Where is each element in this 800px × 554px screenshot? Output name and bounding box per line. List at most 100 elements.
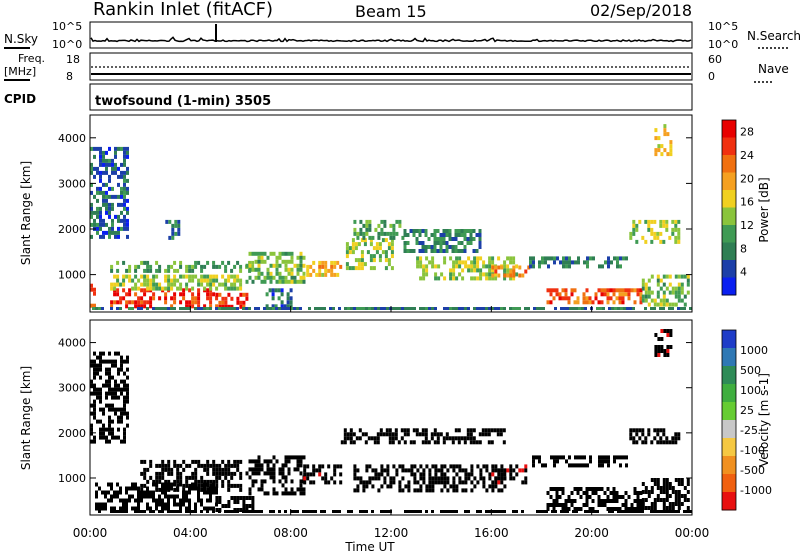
range-gate-cell xyxy=(224,463,228,468)
range-gate-cell xyxy=(176,471,180,476)
range-gate-cell xyxy=(306,476,310,481)
range-gate-cell xyxy=(650,239,654,244)
range-gate-cell xyxy=(302,255,306,260)
range-gate-cell xyxy=(647,278,651,283)
range-gate-cell xyxy=(524,480,528,485)
range-gate-cell xyxy=(290,491,294,496)
range-gate-cell xyxy=(93,435,96,440)
range-gate-cell xyxy=(278,279,282,284)
range-gate-cell xyxy=(452,464,456,469)
range-gate-cell xyxy=(452,476,456,481)
range-gate-cell xyxy=(93,194,96,199)
range-gate-cell xyxy=(455,307,458,310)
range-gate-cell xyxy=(158,479,162,484)
range-gate-cell xyxy=(686,482,690,486)
range-gate-cell xyxy=(215,296,219,301)
range-gate-cell xyxy=(400,428,404,433)
range-gate-cell xyxy=(400,436,404,441)
range-gate-cell xyxy=(203,286,207,291)
range-gate-cell xyxy=(659,440,663,445)
range-gate-cell xyxy=(491,464,495,469)
range-gate-cell xyxy=(515,472,519,477)
range-gate-cell xyxy=(137,486,140,491)
range-gate-cell xyxy=(257,455,261,460)
range-gate-cell xyxy=(524,476,528,481)
range-gate-cell xyxy=(203,487,207,492)
range-gate-cell xyxy=(659,510,662,513)
range-gate-cell xyxy=(123,174,126,179)
range-gate-cell xyxy=(111,395,114,400)
range-gate-cell xyxy=(407,510,410,513)
range-gate-cell xyxy=(350,510,353,513)
range-gate-cell xyxy=(656,510,659,513)
range-gate-cell xyxy=(422,268,426,273)
range-gate-cell xyxy=(272,455,276,460)
range-gate-cell xyxy=(567,300,571,305)
range-gate-cell xyxy=(108,427,111,432)
range-gate-cell xyxy=(448,229,452,233)
range-gate-cell xyxy=(117,435,120,440)
range-gate-cell xyxy=(280,304,284,309)
range-gate-cell xyxy=(278,255,282,260)
range-gate-cell xyxy=(224,268,228,273)
range-gate-cell xyxy=(425,484,429,489)
range-gate-cell xyxy=(469,241,473,245)
range-gate-cell xyxy=(455,484,459,489)
range-gate-cell xyxy=(209,304,213,309)
range-gate-cell xyxy=(284,491,288,496)
range-gate-cell xyxy=(479,472,483,477)
range-gate-cell xyxy=(452,260,456,265)
range-gate-cell xyxy=(158,307,161,310)
range-gate-cell xyxy=(644,440,648,445)
range-gate-cell xyxy=(117,194,120,199)
range-gate-cell xyxy=(663,132,667,137)
range-gate-cell xyxy=(161,498,164,503)
range-gate-cell xyxy=(179,498,182,503)
range-gate-cell xyxy=(680,298,684,303)
range-gate-cell xyxy=(206,459,210,464)
range-gate-cell xyxy=(239,459,243,464)
range-gate-cell xyxy=(257,487,261,492)
range-gate-cell xyxy=(683,498,687,502)
range-gate-cell xyxy=(662,510,665,513)
range-gate-cell xyxy=(164,482,167,487)
range-gate-cell xyxy=(358,428,362,433)
range-gate-cell xyxy=(442,233,446,237)
range-gate-cell xyxy=(650,307,653,310)
range-gate-cell xyxy=(272,475,276,480)
range-gate-cell xyxy=(93,375,96,380)
range-gate-cell xyxy=(641,432,645,437)
range-gate-cell xyxy=(650,502,654,506)
range-gate-cell xyxy=(197,304,201,309)
range-gate-cell xyxy=(149,300,153,305)
range-gate-cell xyxy=(197,292,201,297)
range-gate-cell xyxy=(524,307,527,310)
range-gate-cell xyxy=(457,233,461,237)
range-gate-cell xyxy=(391,440,395,445)
range-gate-cell xyxy=(669,140,673,145)
range-gate-cell xyxy=(518,307,521,310)
range-gate-cell xyxy=(224,307,227,310)
range-gate-cell xyxy=(659,278,663,283)
range-gate-cell xyxy=(509,464,513,469)
range-gate-cell xyxy=(662,307,665,310)
range-gate-cell xyxy=(494,480,498,485)
range-gate-cell xyxy=(128,292,132,297)
range-gate-cell xyxy=(149,494,152,499)
nsearch-label: N.Search xyxy=(747,29,800,43)
range-gate-cell xyxy=(449,464,453,469)
range-gate-cell xyxy=(377,476,381,481)
range-gate-cell xyxy=(677,510,680,513)
noise-tick-bottom-left: 10^0 xyxy=(52,38,82,51)
range-gate-cell xyxy=(90,439,93,444)
range-gate-cell xyxy=(171,227,175,232)
range-gate-cell xyxy=(239,286,243,291)
range-gate-cell xyxy=(650,298,654,303)
range-gate-cell xyxy=(161,471,165,476)
range-gate-cell xyxy=(197,278,201,283)
range-gate-cell xyxy=(390,266,394,271)
range-gate-cell xyxy=(209,463,213,468)
range-gate-cell xyxy=(457,428,461,433)
range-gate-cell xyxy=(161,506,164,511)
